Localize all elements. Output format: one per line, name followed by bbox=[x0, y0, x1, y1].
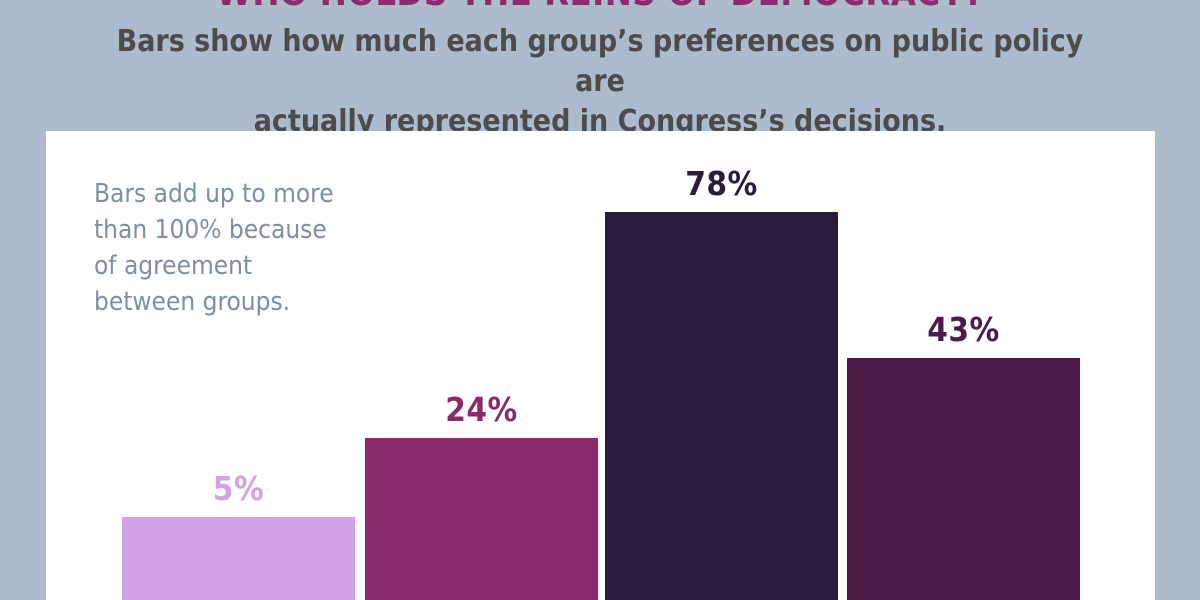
bar-value-label: 43% bbox=[927, 310, 1000, 350]
page-subtitle: Bars show how much each group’s preferen… bbox=[0, 22, 1200, 142]
bar-value-label: 24% bbox=[445, 389, 518, 429]
bar-value-label: 78% bbox=[685, 163, 758, 203]
bar-group: 78% bbox=[605, 167, 838, 600]
chart-panel: Bars add up to more than 100% because of… bbox=[46, 131, 1155, 600]
page-title: WHO HOLDS THE REINS OF DEMOCRACY? bbox=[0, 0, 1200, 12]
bar-value-label: 5% bbox=[212, 469, 265, 509]
chart-annotation: Bars add up to more than 100% because of… bbox=[94, 179, 334, 317]
bar[interactable] bbox=[847, 358, 1080, 600]
bar[interactable] bbox=[365, 437, 598, 600]
bar[interactable] bbox=[605, 211, 838, 600]
bar-group: 24% bbox=[365, 393, 598, 600]
bar-group: 43% bbox=[847, 313, 1080, 600]
header: WHO HOLDS THE REINS OF DEMOCRACY? Bars s… bbox=[0, 0, 1200, 142]
bar-group: 5% bbox=[122, 472, 355, 600]
bar[interactable] bbox=[122, 517, 355, 600]
bar-chart-plot-area: 5% 24% 78% 43% bbox=[46, 131, 1155, 600]
subtitle-line-1: Bars show how much each group’s preferen… bbox=[116, 24, 1084, 99]
